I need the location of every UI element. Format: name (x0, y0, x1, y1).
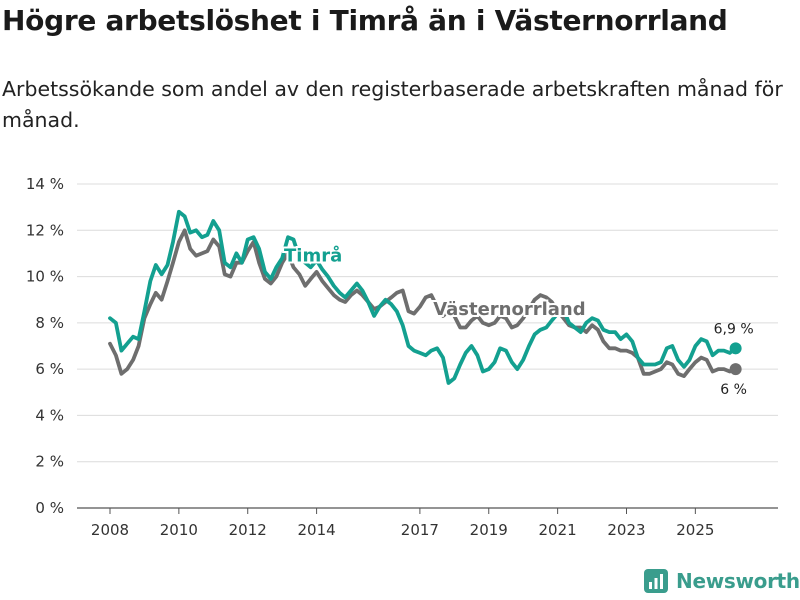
x-tick-label: 2021 (539, 521, 577, 539)
end-value-label-vasternorrland: 6 % (720, 382, 747, 398)
x-tick-label: 2010 (160, 521, 198, 539)
x-tick-label: 2019 (470, 521, 508, 539)
bar-chart-logo-icon (644, 569, 668, 593)
x-tick-label: 2014 (298, 521, 336, 539)
end-value-label-timra: 6,9 % (714, 321, 754, 337)
chart-subtitle: Arbetssökande som andel av den registerb… (2, 77, 783, 132)
y-tick-label: 14 % (26, 175, 64, 193)
end-point-marker-vasternorrland (729, 363, 742, 376)
y-tick-label: 12 % (26, 221, 64, 239)
brand-logo[interactable]: Newsworthy (644, 569, 800, 593)
y-tick-label: 10 % (26, 268, 64, 286)
x-tick-label: 2017 (401, 521, 439, 539)
series-label-vasternorrland: Västernorrland (433, 299, 585, 320)
y-tick-label: 4 % (35, 406, 64, 424)
y-tick-label: 2 % (35, 453, 64, 471)
page-title: Högre arbetslöshet i Timrå än i Västerno… (2, 4, 728, 37)
x-tick-label: 2025 (676, 521, 714, 539)
brand-name: Newsworthy (676, 569, 800, 593)
x-tick-label: 2023 (607, 521, 645, 539)
x-tick-label: 2008 (91, 521, 129, 539)
y-tick-label: 0 % (35, 499, 64, 517)
end-point-marker-timra (729, 342, 742, 355)
y-tick-label: 6 % (35, 360, 64, 378)
y-tick-label: 8 % (35, 314, 64, 332)
series-line-timra (108, 209, 738, 385)
x-tick-label: 2012 (229, 521, 267, 539)
series-label-timra: Timrå (284, 245, 342, 267)
series-line-vasternorrland (108, 228, 738, 378)
